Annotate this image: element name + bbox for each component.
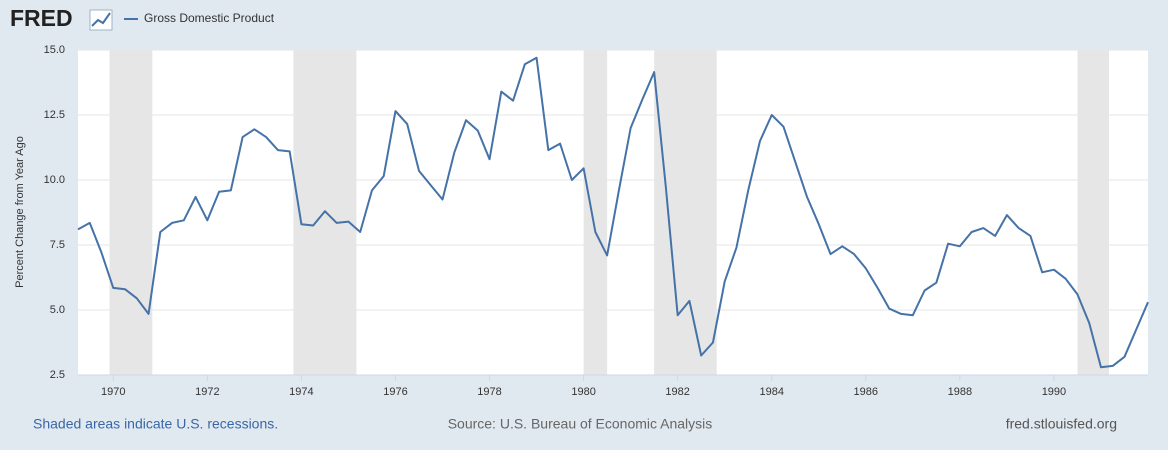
x-tick-label: 1984 [759,386,783,398]
x-tick-label: 1982 [665,386,689,398]
y-tick-label: 12.5 [44,109,65,121]
series-line [77,56,1149,369]
logo-icon [89,9,113,31]
y-tick-label: 5.0 [50,304,65,316]
y-tick-label: 15.0 [44,44,65,56]
x-tick-label: 1976 [383,386,407,398]
source: Source: U.S. Bureau of Economic Analysis [448,416,713,432]
recession-band [1077,50,1109,375]
plot-area [78,50,1148,375]
y-tick-label: 7.5 [50,239,65,251]
x-tick-label: 1972 [195,386,219,398]
recession-band [583,50,608,375]
site-link[interactable]: fred.stlouisfed.org [1006,416,1117,432]
recession-note[interactable]: Shaded areas indicate U.S. recessions. [33,416,278,432]
y-tick-label: 2.5 [50,369,65,381]
legend-label: Gross Domestic Product [144,11,275,25]
x-tick-label: 1986 [854,386,878,398]
x-tick-label: 1978 [477,386,501,398]
recession-band [109,50,153,375]
x-tick-label: 1990 [1042,386,1066,398]
x-tick-label: 1970 [101,386,125,398]
x-tick-label: 1988 [948,386,972,398]
x-tick-label: 1980 [571,386,595,398]
recession-band [654,50,717,375]
y-tick-label: 10.0 [44,174,65,186]
y-axis-label: Percent Change from Year Ago [14,136,26,288]
x-tick-label: 1974 [289,386,313,398]
brand-logo: FRED [10,5,73,31]
